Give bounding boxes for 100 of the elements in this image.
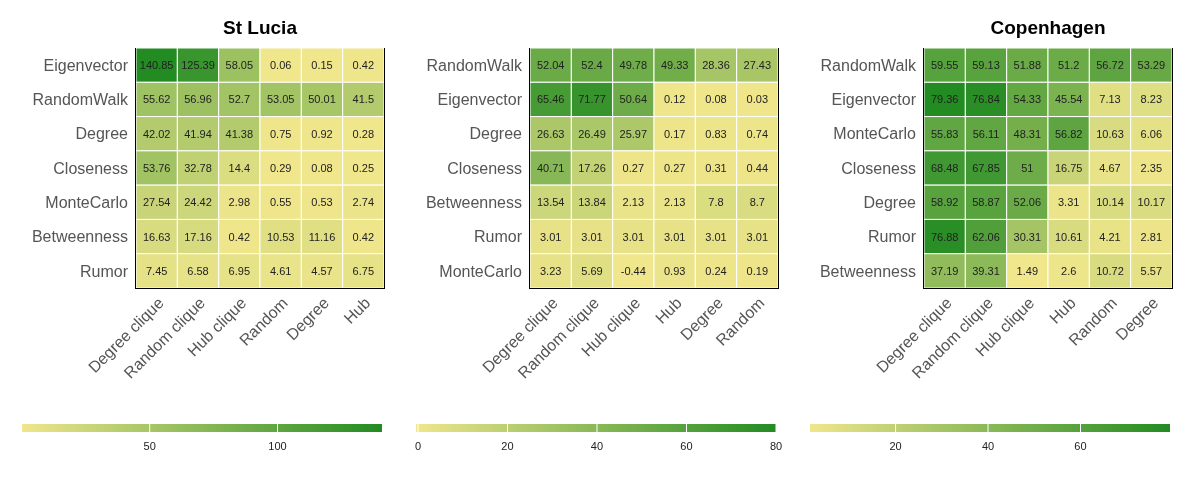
data-label: 0.44 bbox=[746, 162, 769, 174]
data-label: 28.36 bbox=[702, 59, 730, 72]
data-label: 24.42 bbox=[184, 196, 212, 209]
data-label: 0.53 bbox=[311, 196, 333, 209]
data-label: 0.42 bbox=[352, 230, 375, 243]
data-label: 0.17 bbox=[663, 127, 686, 140]
data-label: 2.98 bbox=[228, 196, 251, 209]
data-label: 4.61 bbox=[269, 264, 292, 277]
data-label: 6.58 bbox=[187, 264, 209, 277]
data-label: 10.14 bbox=[1096, 196, 1124, 209]
data-label: 52.7 bbox=[228, 93, 251, 106]
data-label: 68.48 bbox=[930, 162, 959, 174]
y-tick-label: Closeness bbox=[841, 159, 916, 177]
color-bar-label: 100 bbox=[268, 440, 287, 452]
data-label: 41.38 bbox=[225, 127, 254, 140]
data-label: 4.57 bbox=[311, 264, 333, 277]
data-label: 7.45 bbox=[145, 264, 168, 277]
data-label: 51.88 bbox=[1013, 59, 1042, 72]
data-label: 2.13 bbox=[622, 196, 645, 209]
data-label: 0.08 bbox=[705, 93, 727, 106]
chart-title: St Lucia bbox=[222, 16, 298, 40]
data-label: 45.54 bbox=[1054, 93, 1083, 106]
data-label: 17.26 bbox=[578, 162, 606, 174]
data-label: 1.49 bbox=[1016, 264, 1039, 277]
data-label: 16.75 bbox=[1054, 162, 1083, 174]
data-label: 3.01 bbox=[663, 230, 686, 243]
data-label: 2.6 bbox=[1061, 264, 1077, 277]
data-label: 10.72 bbox=[1096, 264, 1124, 277]
data-label: 52.04 bbox=[536, 59, 565, 72]
y-tick-label: Degree bbox=[863, 193, 917, 211]
data-label: 50.01 bbox=[308, 93, 336, 106]
data-label: 3.01 bbox=[622, 230, 645, 243]
y-tick-label: Rumor bbox=[473, 228, 523, 246]
y-tick-label: Betweenness bbox=[819, 262, 916, 280]
data-label: 48.31 bbox=[1013, 127, 1042, 140]
data-label: 5.57 bbox=[1140, 264, 1163, 277]
data-label: 0.27 bbox=[663, 162, 686, 174]
data-label: 49.78 bbox=[619, 59, 648, 72]
color-bar-label: 40 bbox=[981, 440, 995, 452]
data-label: 58.05 bbox=[225, 59, 254, 72]
data-label: 10.53 bbox=[266, 230, 295, 243]
data-label: 4.21 bbox=[1099, 230, 1121, 243]
data-label: 0.24 bbox=[705, 264, 727, 277]
data-label: 59.55 bbox=[930, 59, 959, 72]
data-label: 0.29 bbox=[269, 162, 292, 174]
y-tick-label: MonteCarlo bbox=[439, 262, 523, 280]
data-label: 56.96 bbox=[184, 93, 212, 106]
y-tick-label: RandomWalk bbox=[820, 56, 917, 74]
data-label: 2.13 bbox=[663, 196, 686, 209]
data-label: 0.93 bbox=[663, 264, 686, 277]
data-label: 0.27 bbox=[622, 162, 645, 174]
data-label: 5.69 bbox=[581, 264, 603, 277]
data-label: 14.4 bbox=[228, 162, 251, 174]
data-label: 50.64 bbox=[619, 93, 648, 106]
data-label: 0.06 bbox=[269, 59, 292, 72]
data-label: 51.2 bbox=[1057, 59, 1080, 72]
data-label: 0.42 bbox=[228, 230, 251, 243]
y-tick-label: Eigenvector bbox=[437, 91, 523, 109]
color-bar-label: 60 bbox=[1074, 440, 1087, 452]
data-label: 3.01 bbox=[746, 230, 769, 243]
y-tick-label: MonteCarlo bbox=[45, 193, 129, 211]
data-label: 71.77 bbox=[578, 93, 606, 106]
y-tick-label: Degree bbox=[469, 125, 523, 143]
data-label: 56.11 bbox=[972, 127, 1000, 140]
data-label: 26.63 bbox=[536, 127, 565, 140]
data-label: 67.85 bbox=[972, 162, 1000, 174]
data-label: 7.13 bbox=[1099, 93, 1121, 106]
data-label: 53.76 bbox=[142, 162, 171, 174]
chart-title: Copenhagen bbox=[989, 16, 1107, 40]
y-tick-label: Rumor bbox=[79, 262, 129, 280]
data-label: 8.7 bbox=[749, 196, 765, 209]
y-tick-label: Eigenvector bbox=[831, 91, 917, 109]
color-bar-label: 50 bbox=[143, 440, 156, 452]
data-label: 3.31 bbox=[1057, 196, 1080, 209]
data-label: 41.5 bbox=[352, 93, 375, 106]
y-tick-label: Rumor bbox=[867, 228, 917, 246]
y-tick-label: Degree bbox=[75, 125, 129, 143]
data-label: 7.8 bbox=[708, 196, 724, 209]
data-label: 3.23 bbox=[539, 264, 562, 277]
data-label: 4.67 bbox=[1099, 162, 1121, 174]
data-label: 39.31 bbox=[972, 264, 1000, 277]
data-label: 42.02 bbox=[142, 127, 171, 140]
data-label: 8.23 bbox=[1140, 93, 1163, 106]
data-label: 0.42 bbox=[352, 59, 375, 72]
data-label: 2.74 bbox=[352, 196, 375, 209]
data-label: 58.92 bbox=[930, 196, 959, 209]
y-tick-label: Closeness bbox=[53, 159, 128, 177]
data-label: 49.33 bbox=[660, 59, 689, 72]
data-label: 0.74 bbox=[746, 127, 769, 140]
data-label: 0.92 bbox=[311, 127, 333, 140]
x-tick-label: Hub bbox=[340, 294, 374, 327]
data-label: 0.08 bbox=[311, 162, 333, 174]
data-label: 0.12 bbox=[663, 93, 686, 106]
data-label: 16.63 bbox=[142, 230, 171, 243]
data-label: 76.84 bbox=[972, 93, 1000, 106]
data-label: 2.81 bbox=[1140, 230, 1163, 243]
data-label: 13.84 bbox=[578, 196, 606, 209]
data-label: 27.43 bbox=[743, 59, 772, 72]
data-label: 40.71 bbox=[536, 162, 565, 174]
data-label: 27.54 bbox=[142, 196, 171, 209]
